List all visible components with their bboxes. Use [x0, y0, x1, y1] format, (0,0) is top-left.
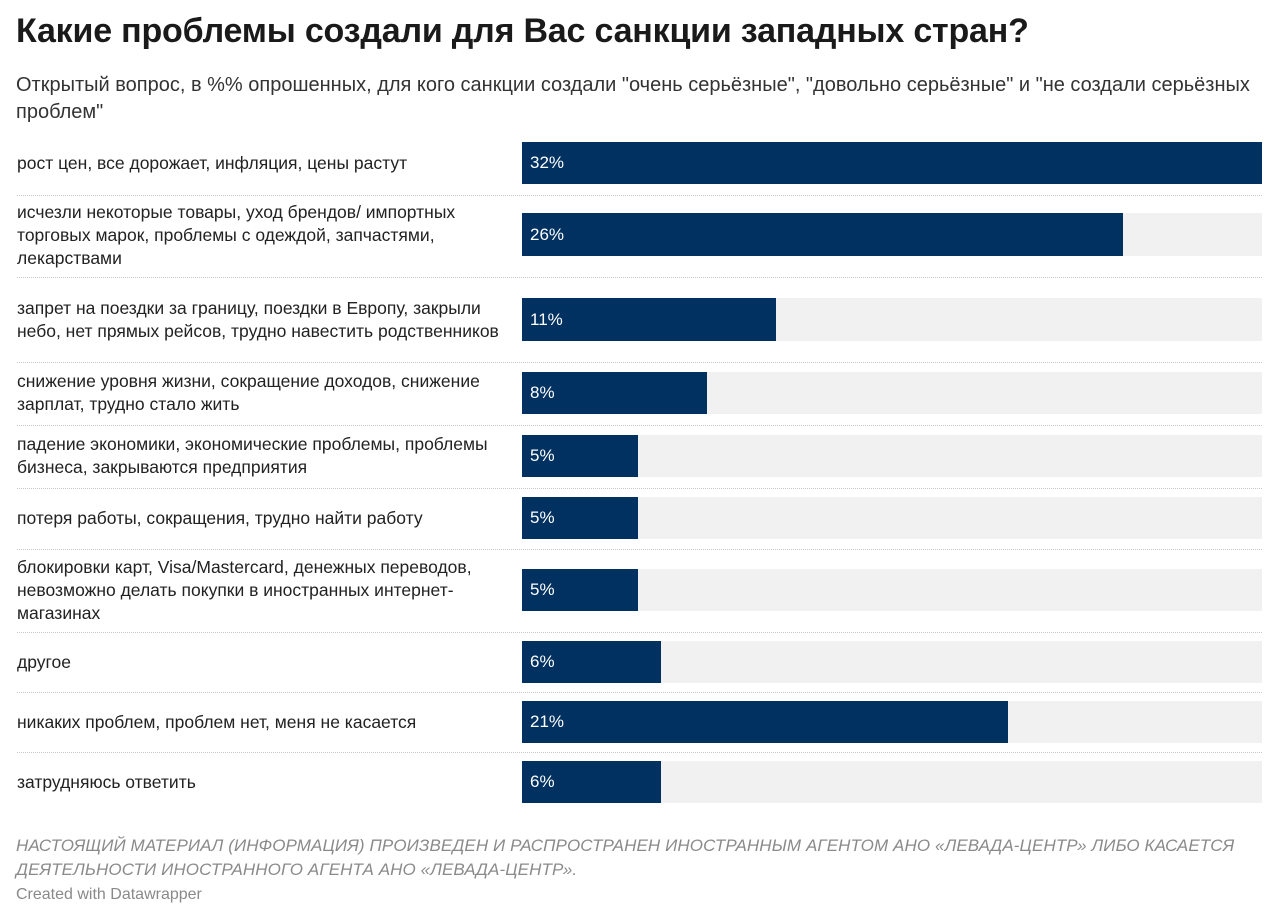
bar-track [522, 497, 1262, 539]
data-label: 21% [530, 712, 565, 731]
data-label: 6% [530, 652, 555, 671]
category-label: исчезли некоторые товары, уход брендов/ … [17, 201, 456, 268]
data-label: 5% [530, 446, 555, 465]
data-label: 5% [530, 580, 555, 599]
category-label: падение экономики, экономические проблем… [17, 434, 488, 477]
data-label: 6% [530, 772, 555, 791]
bar [522, 435, 638, 477]
category-label: запрет на поездки за границу, поездки в … [17, 298, 499, 341]
row-separator [17, 195, 1262, 196]
row-separator [17, 632, 1262, 633]
data-label: 5% [530, 508, 555, 527]
data-label: 11% [530, 309, 563, 329]
bar [522, 497, 638, 539]
category-label: рост цен, все дорожает, инфляция, цены р… [17, 152, 408, 173]
row-separator [17, 425, 1262, 426]
bar [522, 569, 638, 611]
category-label: блокировки карт, Visa/Mastercard, денежн… [17, 557, 472, 623]
row-separator [17, 488, 1262, 489]
row-separator [17, 362, 1262, 363]
foreign-agent-disclaimer: НАСТОЯЩИЙ МАТЕРИАЛ (ИНФОРМАЦИЯ) ПРОИЗВЕД… [16, 836, 1235, 879]
data-label: 8% [530, 383, 555, 402]
bar [522, 641, 661, 683]
bar [522, 701, 1008, 743]
category-label: потеря работы, сокращения, трудно найти … [17, 507, 423, 528]
bar [522, 298, 776, 341]
datawrapper-credit: Created with Datawrapper [16, 886, 202, 903]
category-label: другое [17, 651, 71, 672]
bar [522, 372, 707, 414]
category-label: никаких проблем, проблем нет, меня не ка… [17, 711, 417, 732]
bar [522, 761, 661, 803]
chart-title: Какие проблемы создали для Вас санкции з… [16, 12, 1029, 50]
data-label: 26% [530, 224, 565, 244]
bar-track [522, 569, 1262, 611]
bar [522, 213, 1123, 256]
category-label: затрудняюсь ответить [17, 771, 196, 792]
bar [522, 142, 1262, 184]
row-separator [17, 549, 1262, 550]
row-separator [17, 277, 1262, 278]
chart-subtitle: Открытый вопрос, в %% опрошенных, для ко… [16, 74, 1250, 123]
data-label: 32% [530, 153, 565, 172]
category-label: снижение уровня жизни, сокращение доходо… [17, 371, 480, 414]
bar-track [522, 435, 1262, 477]
row-separator [17, 752, 1262, 753]
row-separator [17, 692, 1262, 693]
